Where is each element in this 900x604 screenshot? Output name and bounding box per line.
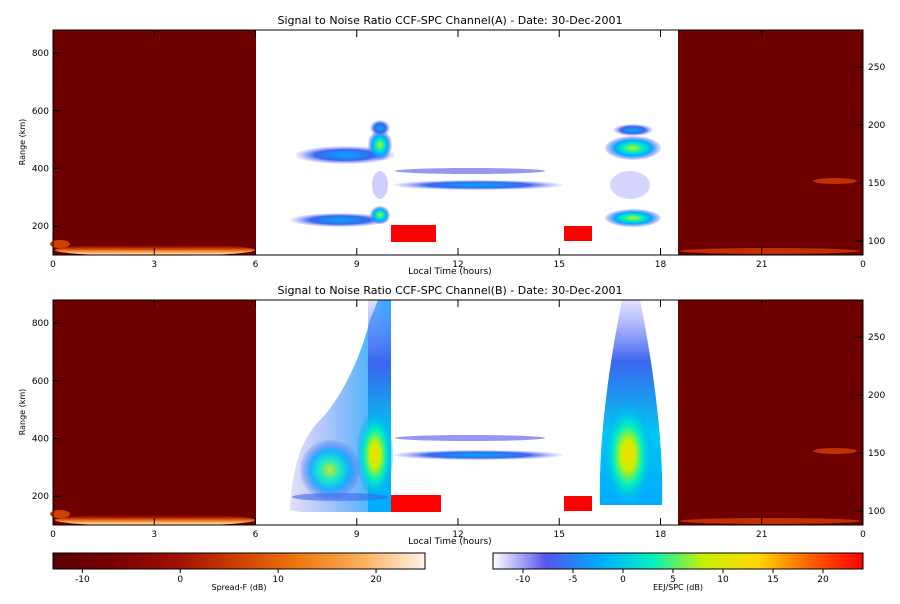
panel-a-eej-blob-210-evening (605, 209, 661, 227)
panel-a-eej-saturated-2 (564, 226, 592, 241)
panel-b-spread-f-bottom-layer (55, 514, 255, 526)
panel-a: Signal to Noise Ratio CCF-SPC Channel(A)… (18, 14, 885, 277)
panel-b: Signal to Noise Ratio CCF-SPC Channel(B)… (18, 284, 885, 547)
y-tick-label-left: 400 (32, 164, 49, 174)
panel-a-ylabel: Range (km) (18, 119, 27, 166)
panel-b-ylabel: Range (km) (18, 389, 27, 436)
x-tick-label: 12 (452, 260, 463, 270)
panel-a-xlabel: Local Time (hours) (408, 267, 491, 277)
y-tick-label-right: 150 (868, 179, 885, 189)
colorbar-tick-label: 20 (817, 575, 829, 585)
x-tick-label: 0 (50, 530, 56, 540)
x-tick-label: 21 (756, 530, 767, 540)
x-tick-label: 15 (554, 530, 565, 540)
panel-a-spread-f-right-layer (813, 178, 857, 184)
panel-b-spread-f-right-layer (813, 448, 857, 454)
x-tick-label: 9 (354, 530, 360, 540)
panel-b-eej-saturated-1 (391, 495, 441, 512)
panel-a-title: Signal to Noise Ratio CCF-SPC Channel(A)… (278, 14, 623, 27)
panel-b-eej-layer-330 (393, 450, 563, 460)
x-tick-label: 0 (50, 260, 56, 270)
x-tick-label: 6 (253, 260, 259, 270)
panel-a-eej-saturated-1 (391, 225, 436, 242)
colorbar-eej: EEJ/SPC (dB) -10 -5 0 5 10 15 20 (492, 552, 864, 592)
y-tick-label-right: 250 (868, 333, 885, 343)
x-tick-label: 6 (253, 530, 259, 540)
x-tick-label: 0 (860, 260, 866, 270)
colorbar-spread-f-label: Spread-F (dB) (211, 583, 266, 592)
colorbar-tick-label: 10 (717, 575, 729, 585)
y-tick-label-right: 100 (868, 237, 885, 247)
panel-a-eej-layer-210 (290, 213, 390, 227)
colorbar-tick-label: 15 (767, 575, 778, 585)
y-tick-label-left: 400 (32, 434, 49, 444)
colorbar-tick-label: 0 (620, 575, 626, 585)
colorbar-tick-label: 0 (177, 575, 183, 585)
y-tick-label-right: 250 (868, 63, 885, 73)
panel-a-eej-blob-450 (368, 130, 392, 160)
panel-b-spread-f-patch (50, 510, 70, 518)
panel-b-eej-core-evening (604, 405, 652, 505)
colorbar-eej-bar (492, 552, 864, 570)
x-tick-label: 15 (554, 260, 565, 270)
panel-b-eej-core-morning (357, 413, 393, 497)
panel-a-spread-f-left (53, 30, 256, 255)
panel-b-title: Signal to Noise Ratio CCF-SPC Channel(B)… (278, 284, 623, 297)
panel-b-spread-f-right (678, 300, 863, 525)
colorbar-spread-f: Spread-F (dB) -10 0 10 20 (52, 552, 426, 592)
panel-a-eej-layer-330 (393, 180, 563, 190)
y-tick-label-right: 200 (868, 391, 885, 401)
x-tick-label: 12 (452, 530, 463, 540)
y-tick-label-left: 600 (32, 107, 49, 117)
x-tick-label: 18 (655, 260, 667, 270)
colorbar-eej-label: EEJ/SPC (dB) (653, 583, 703, 592)
x-tick-label: 3 (151, 260, 157, 270)
colorbar-tick-label: 5 (670, 575, 676, 585)
colorbar-tick-label: 20 (370, 575, 382, 585)
panel-b-eej-core-morning-2 (300, 440, 360, 500)
colorbar-tick-label: -5 (569, 575, 578, 585)
panel-b-eej-layer-180 (292, 493, 388, 501)
y-tick-label-right: 100 (868, 507, 885, 517)
x-tick-label: 0 (860, 530, 866, 540)
y-tick-label-left: 600 (32, 377, 49, 387)
panel-a-spread-f-right (678, 30, 863, 255)
colorbar-tick-label: -10 (75, 575, 90, 585)
y-tick-label-right: 200 (868, 121, 885, 131)
y-tick-label-left: 200 (32, 222, 49, 232)
panel-a-eej-vertical-evening (610, 171, 650, 199)
panel-b-eej-saturated-2 (564, 496, 592, 511)
panel-b-spread-f-right-bottom (680, 518, 860, 524)
panel-b-eej-layer-390 (395, 435, 545, 441)
x-tick-label: 21 (756, 260, 767, 270)
x-tick-label: 18 (655, 530, 667, 540)
panel-a-eej-blob-520-evening (613, 124, 653, 136)
panel-a-eej-vertical (372, 171, 388, 199)
panel-a-spread-f-right-bottom (680, 248, 860, 254)
y-tick-label-left: 800 (32, 49, 49, 59)
panel-a-spread-f-patch (50, 240, 70, 248)
panel-b-spread-f-left (53, 300, 256, 525)
x-tick-label: 9 (354, 260, 360, 270)
colorbar-tick-label: 10 (272, 575, 284, 585)
panel-a-eej-blob-210 (370, 206, 390, 224)
panel-a-eej-layer-380 (395, 168, 545, 174)
panel-b-xlabel: Local Time (hours) (408, 537, 491, 547)
panel-a-spread-f-bottom-layer (55, 244, 255, 256)
y-tick-label-left: 800 (32, 319, 49, 329)
x-tick-label: 3 (151, 530, 157, 540)
colorbar-spread-f-bar (52, 552, 426, 570)
y-tick-label-left: 200 (32, 492, 49, 502)
panel-a-eej-blob-520 (370, 120, 390, 136)
panel-a-eej-blob-450-evening (605, 136, 661, 160)
colorbar-tick-label: -10 (516, 575, 531, 585)
y-tick-label-right: 150 (868, 449, 885, 459)
